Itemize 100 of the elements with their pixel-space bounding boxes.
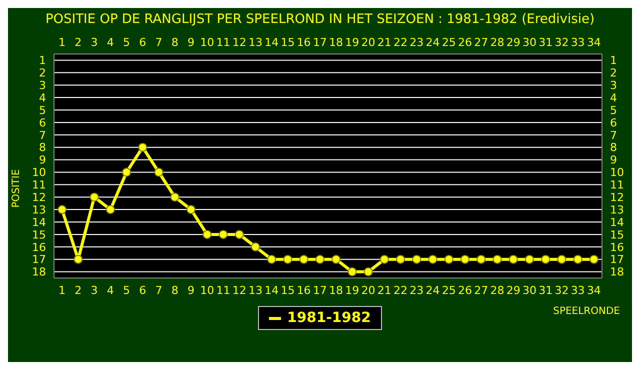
x2-tick-label: 4 [106,284,114,297]
point [589,254,598,264]
x-tick-label: 24 [426,36,440,49]
y2-tick-label: 4 [610,91,617,104]
x2-tick-label: 1 [58,284,66,297]
x-tick-label: 15 [280,36,295,49]
point [364,267,373,276]
x2-tick-label: 27 [474,284,488,297]
y-tick-label: 2 [39,66,46,80]
x-tick-label: 21 [377,36,392,49]
point [428,254,438,264]
y-tick-label: 3 [39,79,46,92]
x-tick-label: 14 [264,36,279,49]
point [58,205,67,214]
x-tick-label: 22 [394,36,408,49]
y-tick-label: 16 [32,240,46,254]
y2-tick-label: 9 [610,154,617,167]
x-tick-label: 1 [58,36,66,49]
x2-tick-label: 11 [216,284,230,297]
point [315,254,324,264]
point [250,242,260,252]
point [234,230,244,239]
point [460,254,470,264]
x2-tick-label: 19 [345,284,360,297]
point [541,254,550,264]
x-tick-label: 2 [74,36,82,49]
y2-tick-label: 15 [610,228,624,242]
y-tick-label: 14 [32,216,46,229]
y2-tick-label: 7 [610,128,617,142]
y-tick-label: 10 [32,166,46,180]
y2-tick-label: 16 [610,240,624,254]
x2-tick-label: 14 [264,284,279,297]
x2-tick-label: 32 [554,284,569,297]
y2-tick-label: 6 [610,116,617,130]
x-tick-label: 33 [570,36,585,49]
x-tick-label: 34 [586,36,601,49]
point [218,230,228,239]
x-tick-label: 27 [474,36,488,49]
x-tick-label: 26 [458,36,472,49]
point [283,254,292,264]
x2-tick-label: 26 [458,284,472,297]
point [524,254,534,264]
point [476,254,486,264]
point [90,192,99,202]
x-tick-label: 3 [90,36,98,49]
y-tick-label: 6 [39,116,46,130]
y-tick-label: 17 [32,253,46,266]
x-tick-label: 25 [442,36,456,49]
point [299,254,308,264]
point [122,168,132,177]
legend-label: 1981-1982 [286,310,371,326]
x2-tick-label: 13 [248,284,262,297]
y2-tick-label: 12 [610,191,624,204]
point [202,230,212,239]
x2-tick-label: 33 [570,284,585,297]
y2-tick-label: 11 [610,178,624,192]
x2-tick-label: 3 [90,284,98,297]
y2-tick-label: 8 [610,141,617,154]
point [332,254,341,264]
x-tick-label: 20 [361,36,376,49]
x2-tick-label: 17 [312,284,327,297]
x2-tick-label: 12 [232,284,246,297]
x2-tick-label: 9 [188,284,194,297]
y2-tick-label: 18 [610,266,624,279]
y2-tick-label: 13 [610,203,624,216]
y-tick-label: 4 [39,91,46,104]
x-tick-label: 31 [538,36,553,49]
x2-tick-label: 34 [586,284,601,297]
point [557,254,566,264]
x-tick-label: 4 [106,36,114,49]
x2-tick-label: 28 [490,284,504,297]
x-tick-label: 6 [139,36,146,49]
y-tick-label: 11 [32,178,46,192]
x-tick-label: 32 [554,36,569,49]
y-tick-label: 9 [39,154,46,167]
x2-tick-label: 24 [426,284,440,297]
y-tick-label: 1 [39,54,46,68]
x2-tick-label: 25 [442,284,456,297]
x2-tick-label: 10 [200,284,214,297]
point [106,205,115,214]
y-tick-label: 18 [32,266,46,279]
y2-tick-label: 2 [610,66,617,80]
x-tick-label: 29 [506,36,520,49]
x2-tick-label: 6 [139,284,146,297]
x2-tick-label: 18 [329,284,344,297]
x2-tick-label: 16 [296,284,311,297]
x2-tick-label: 22 [394,284,408,297]
x-tick-label: 19 [345,36,360,49]
point [412,254,422,264]
x2-tick-label: 23 [410,284,424,297]
y2-tick-label: 3 [610,79,617,92]
x2-tick-label: 2 [74,284,82,297]
x-tick-label: 8 [171,36,178,49]
x-tick-label: 5 [123,36,130,49]
x-tick-label: 7 [155,36,162,49]
x-tick-label: 10 [200,36,214,49]
x2-tick-label: 21 [377,284,392,297]
x2-tick-label: 8 [171,284,178,297]
x-tick-label: 11 [216,36,230,49]
x-tick-label: 28 [490,36,504,49]
